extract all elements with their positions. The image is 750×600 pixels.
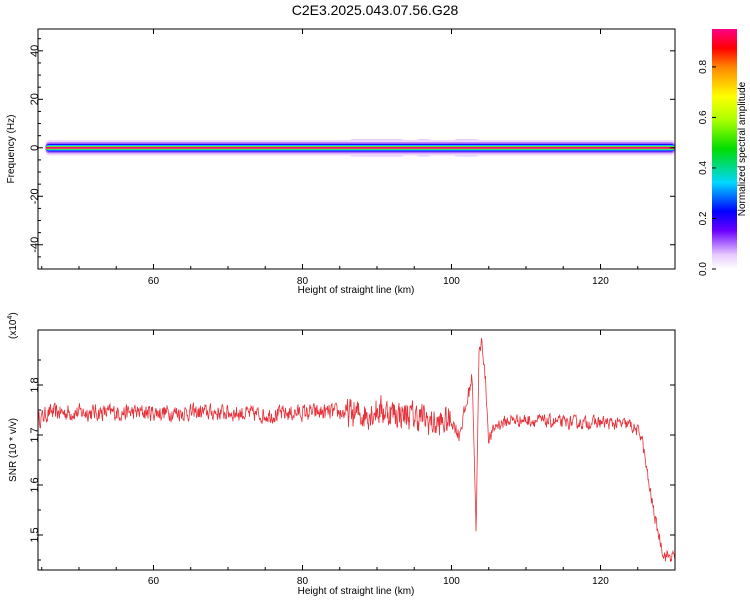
spec-xtick-label-120: 120	[592, 276, 609, 287]
spectrogram-ticks: 60 80 100 120 40 20 0 -20 -40	[29, 29, 676, 287]
band-layer-6	[45, 146, 675, 149]
spec-xtick-label-60: 60	[148, 276, 160, 287]
spec-ytick-label-20: 20	[29, 93, 41, 105]
snr-xtick-label-120: 120	[592, 576, 609, 587]
spectrogram-frame	[37, 28, 676, 270]
colorbar-label: Normalized spectral amplitude	[737, 81, 748, 216]
snr-frame	[37, 329, 676, 571]
snr-panel: 60 80 100 120 1.5 1.6 1.7 1.8 Height of straigh…	[7, 312, 676, 597]
colorbar-ticks: 0.0 0.2 0.4 0.6 0.8	[698, 60, 716, 276]
spec-ytick-label--40: -40	[29, 237, 41, 253]
colorbar-gradient	[712, 29, 737, 269]
colorbar: 0.0 0.2 0.4 0.6 0.8 Normalized spectral ampl…	[698, 29, 748, 276]
snr-xtick-label-100: 100	[443, 576, 460, 587]
cb-tick-label-0.8: 0.8	[698, 60, 709, 74]
snr-plot-area	[38, 337, 675, 562]
spectrogram-panel: 60 80 100 120 40 20 0 -20 -40 Height of straight…	[6, 28, 676, 296]
snr-ytick-label-1.6: 1.6	[29, 477, 41, 492]
spectrogram-x-label: Height of straight line (km)	[298, 285, 415, 296]
spec-xtick-label-100: 100	[443, 276, 460, 287]
snr-ytick-label-1.8: 1.8	[29, 377, 41, 392]
snr-series-line	[38, 337, 675, 562]
spec-ytick-label-0: 0	[29, 145, 41, 151]
spectrogram-heatmap	[45, 139, 675, 157]
cb-tick-label-0.4: 0.4	[698, 161, 709, 175]
cb-tick-label-0.2: 0.2	[698, 211, 709, 225]
spec-ytick-label-40: 40	[29, 45, 41, 57]
snr-x-label: Height of straight line (km)	[298, 586, 415, 597]
chart-title: C2E3.2025.043.07.56.G28	[291, 2, 459, 18]
snr-ytick-label-1.7: 1.7	[29, 427, 41, 442]
snr-scale-label: (x104)	[7, 312, 19, 339]
snr-xtick-label-60: 60	[148, 576, 160, 587]
snr-ticks: 60 80 100 120 1.5 1.6 1.7 1.8	[29, 330, 676, 587]
spec-xtick-label-80: 80	[297, 276, 309, 287]
snr-ytick-label-1.5: 1.5	[29, 527, 41, 542]
snr-y-label: SNR (10 * v/v)	[8, 418, 19, 482]
snr-xtick-label-80: 80	[297, 576, 309, 587]
spec-ytick-label--20: -20	[29, 188, 41, 204]
cb-tick-label-0.0: 0.0	[698, 262, 709, 276]
cb-tick-label-0.6: 0.6	[698, 110, 709, 124]
spectrogram-y-label: Frequency (Hz)	[6, 115, 17, 184]
